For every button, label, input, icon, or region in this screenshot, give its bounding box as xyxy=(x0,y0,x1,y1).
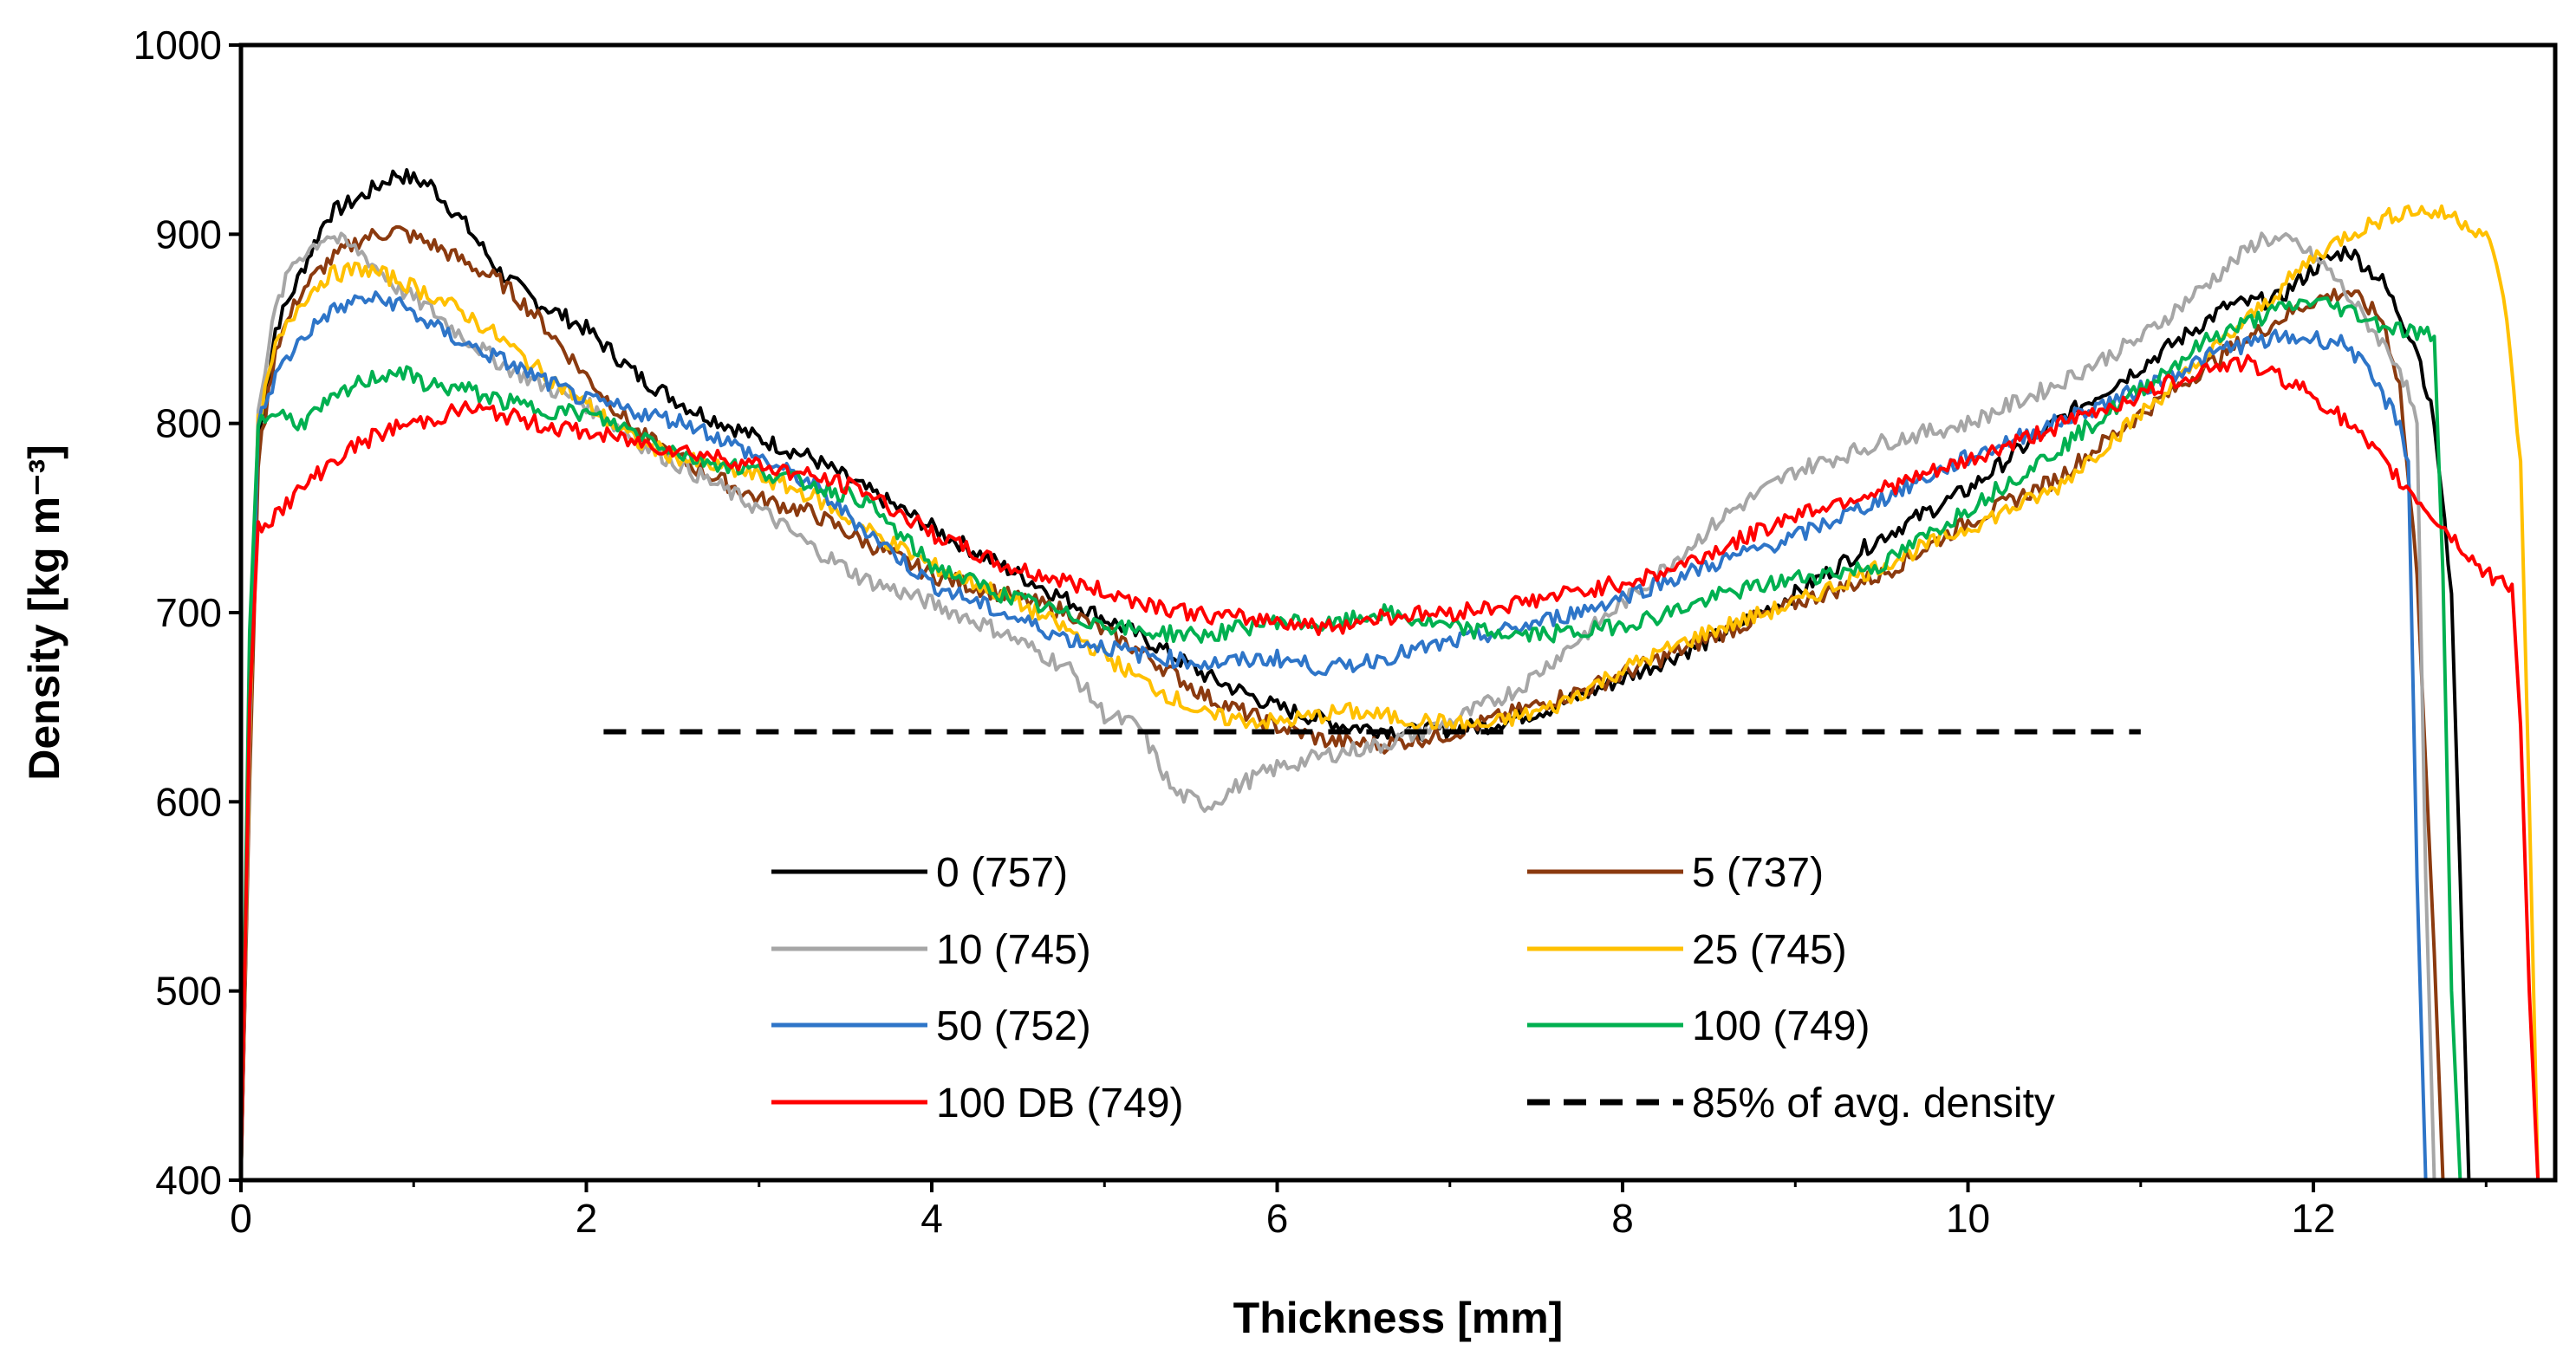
y-tick-label: 400 xyxy=(155,1158,222,1203)
y-tick-label: 1000 xyxy=(133,23,222,68)
series-line-0 xyxy=(239,168,2471,1181)
legend-label: 0 (757) xyxy=(936,850,1068,896)
y-tick-label: 900 xyxy=(155,211,222,256)
legend-label: 5 (737) xyxy=(1692,850,1824,896)
series-layer xyxy=(239,168,2540,1181)
legend-label: 10 (745) xyxy=(936,927,1091,973)
legend-label: 50 (752) xyxy=(936,1003,1091,1049)
x-tick-label: 10 xyxy=(1946,1196,1990,1241)
legend-label: 100 (749) xyxy=(1692,1003,1870,1049)
legend-label: 100 DB (749) xyxy=(936,1081,1184,1126)
legend: 0 (757) 5 (737) 10 (745) 25 (745) 50 (752) 10… xyxy=(771,850,2055,1126)
x-tick-label: 12 xyxy=(2291,1196,2335,1241)
axis-ticks: 0 2 4 6 8 10 12 400 500 600 700 800 900 1000 xyxy=(133,23,2488,1241)
x-tick-label: 8 xyxy=(1611,1196,1634,1241)
series-line-6 xyxy=(239,354,2540,1181)
x-axis-title: Thickness [mm] xyxy=(1233,1294,1564,1342)
y-tick-label: 600 xyxy=(155,779,222,824)
y-tick-label: 700 xyxy=(155,590,222,635)
series-line-4 xyxy=(239,290,2428,1181)
series-line-5 xyxy=(239,296,2462,1181)
series-line-1 xyxy=(239,224,2445,1181)
x-tick-label: 4 xyxy=(920,1196,943,1241)
legend-label: 85% of avg. density xyxy=(1692,1081,2055,1126)
legend-label: 25 (745) xyxy=(1692,927,1847,973)
x-tick-label: 0 xyxy=(230,1196,252,1241)
x-tick-label: 2 xyxy=(576,1196,598,1241)
y-tick-label: 500 xyxy=(155,969,222,1014)
x-tick-label: 6 xyxy=(1266,1196,1289,1241)
series-line-2 xyxy=(239,231,2436,1181)
y-tick-label: 800 xyxy=(155,401,222,446)
y-axis-title: Density [kg m⁻³] xyxy=(20,445,68,781)
